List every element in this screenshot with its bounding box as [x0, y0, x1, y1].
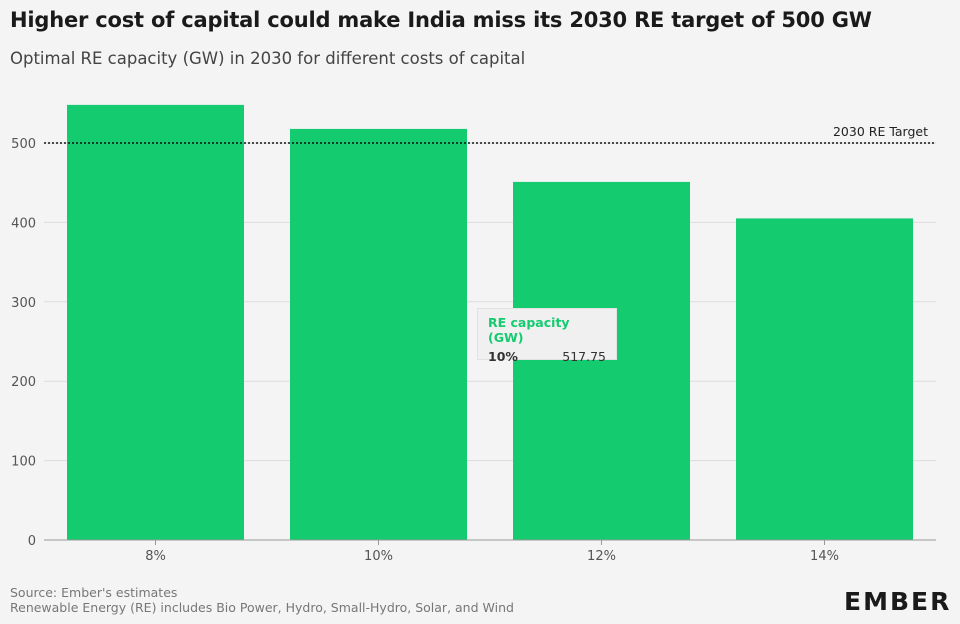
- bar: [290, 128, 467, 540]
- bar: [513, 181, 690, 540]
- y-tick-label: 500: [11, 137, 36, 152]
- x-tick-label: 8%: [145, 549, 166, 564]
- tooltip-value: 517.75: [562, 349, 606, 364]
- source-note: Source: Ember's estimates Renewable Ener…: [10, 585, 514, 615]
- tooltip-row: 10% 517.75: [488, 349, 606, 364]
- y-tick-label: 300: [11, 296, 36, 311]
- tooltip-category: 10%: [488, 349, 518, 364]
- data-tooltip: RE capacity (GW) 10% 517.75: [477, 308, 617, 364]
- y-tick-label: 100: [11, 455, 36, 470]
- y-tick-label: 0: [28, 534, 36, 549]
- ember-logo[interactable]: EMBER: [844, 587, 952, 616]
- chart-title: Higher cost of capital could make India …: [10, 8, 872, 32]
- x-tick-label: 12%: [587, 549, 616, 564]
- tooltip-series-name: RE capacity (GW): [488, 315, 570, 345]
- bar: [67, 104, 244, 540]
- x-tick-label: 14%: [810, 549, 839, 564]
- x-tick-label: 10%: [364, 549, 393, 564]
- bar: [736, 218, 913, 540]
- y-tick-label: 400: [11, 216, 36, 231]
- definition-note: Renewable Energy (RE) includes Bio Power…: [10, 600, 514, 615]
- target-reference-label: 2030 RE Target: [833, 124, 928, 139]
- y-tick-label: 200: [11, 375, 36, 390]
- chart-subtitle: Optimal RE capacity (GW) in 2030 for dif…: [10, 49, 526, 68]
- source-text: Source: Ember's estimates: [10, 585, 178, 600]
